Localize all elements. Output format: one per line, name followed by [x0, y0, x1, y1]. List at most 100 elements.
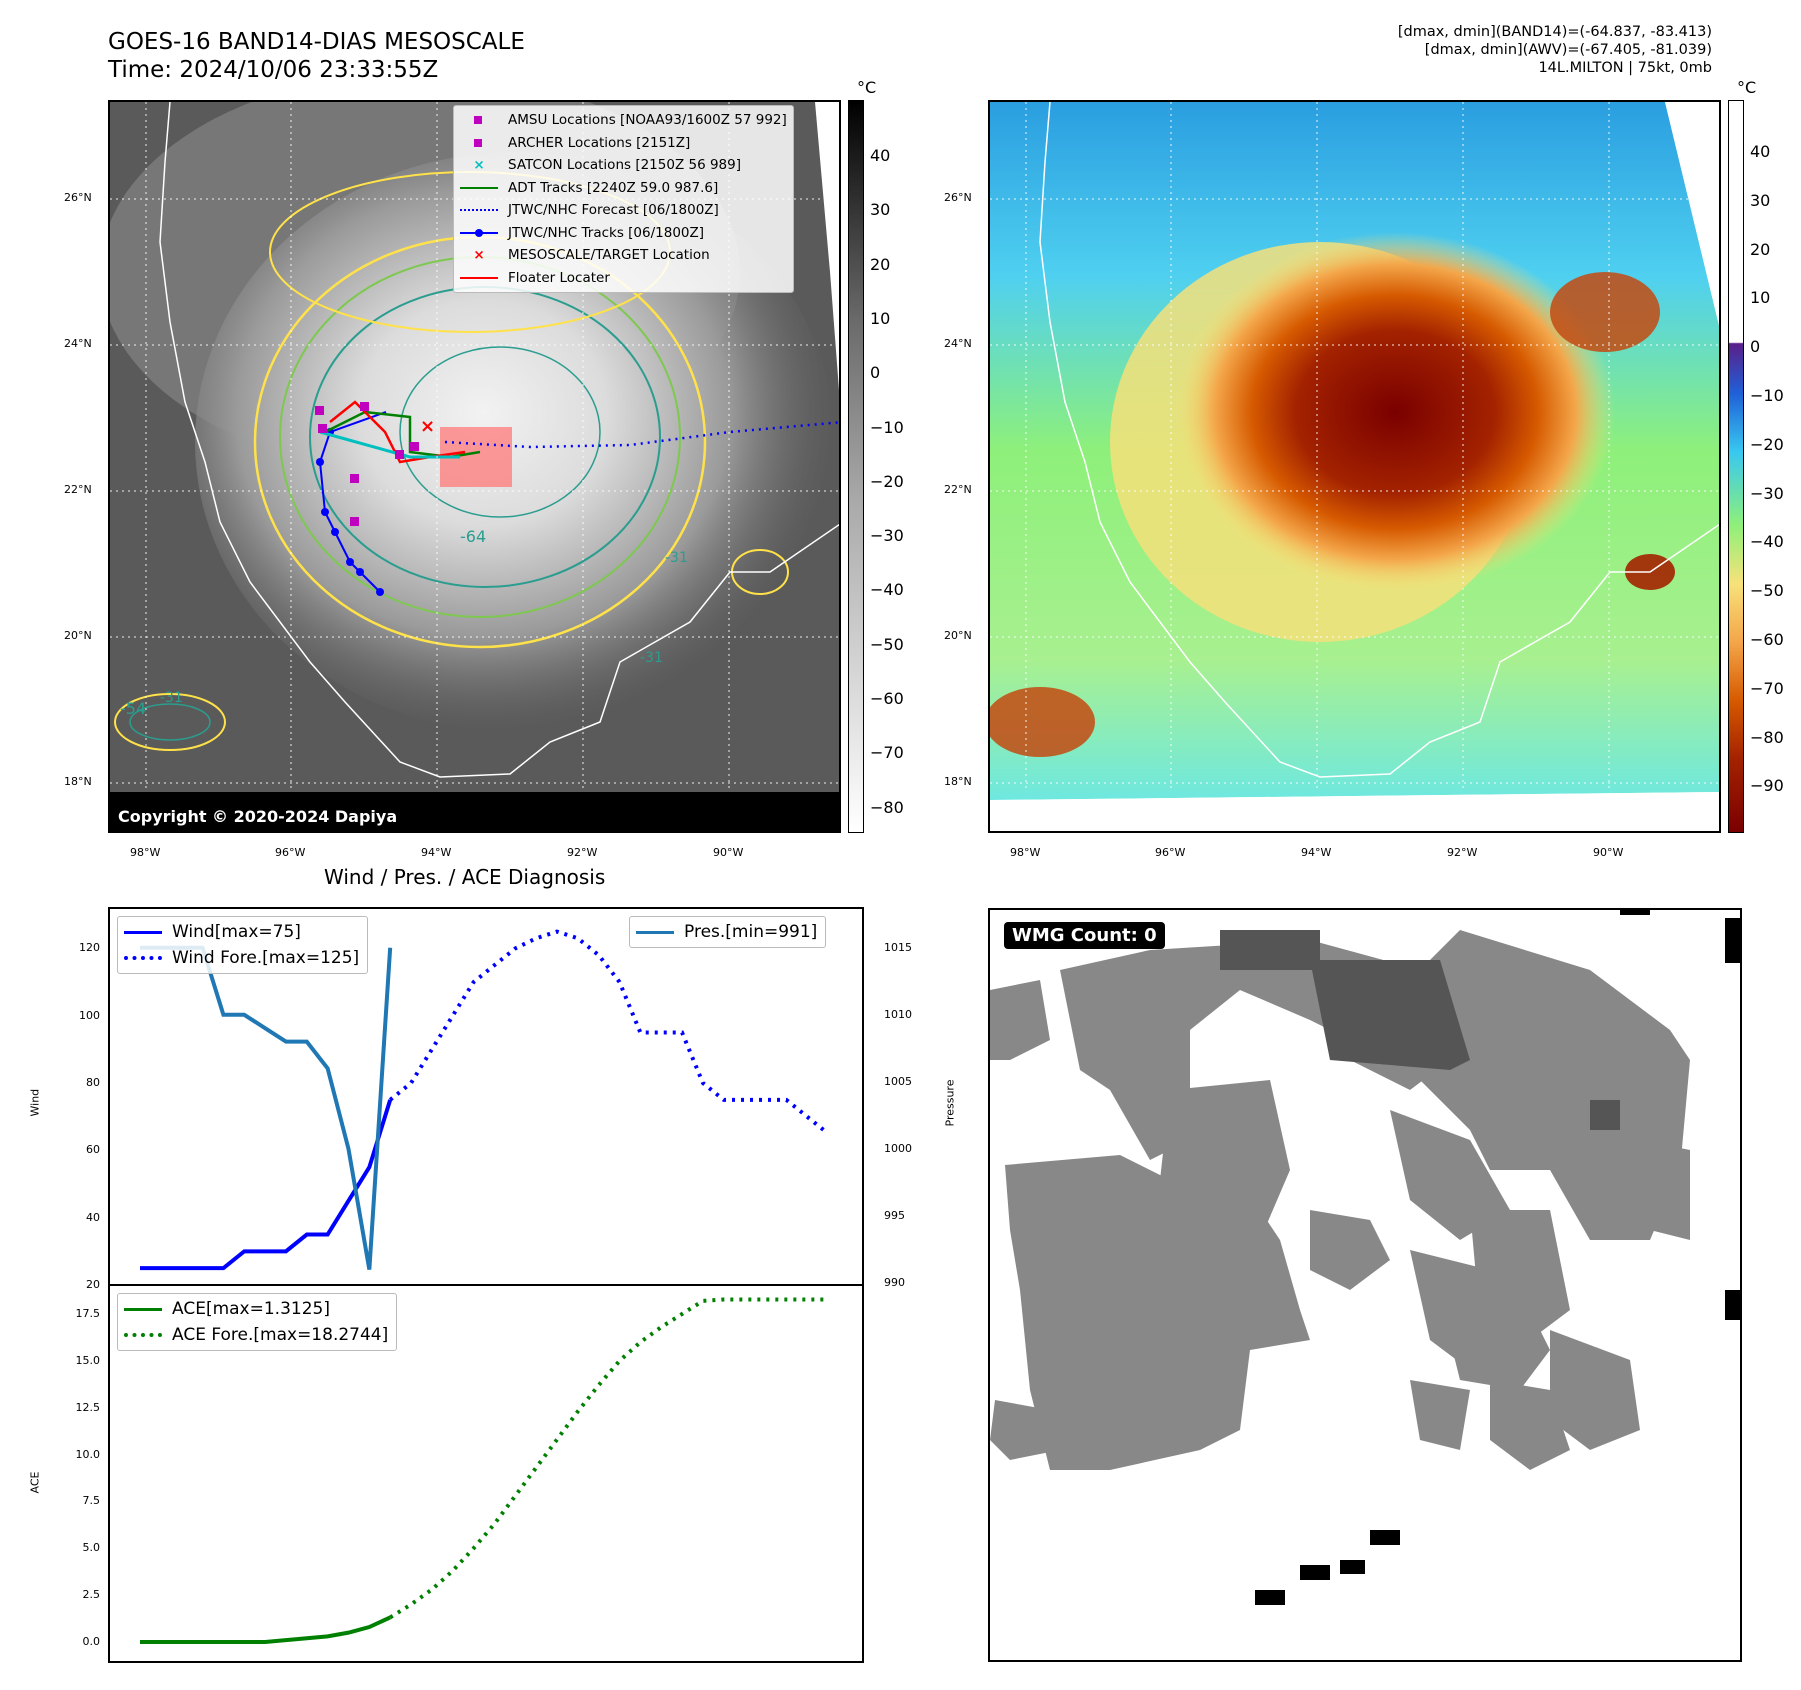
contour-label: -31: [640, 650, 663, 666]
colorbar-tick-label: 0: [870, 363, 881, 383]
wind-tick-label: 40: [86, 1210, 100, 1224]
colorbar-tick-label: 10: [870, 308, 891, 328]
pressure-tick-label: 1010: [884, 1007, 912, 1021]
wind-line: [140, 1099, 393, 1271]
ace-legend: ACE[max=1.3125] ACE Fore.[max=18.2744]: [117, 1293, 398, 1351]
info-line-2: [dmax, dmin](AWV)=(-67.405, -81.039): [1424, 42, 1712, 58]
colorbar-tick-label: 20: [1750, 239, 1771, 259]
colorbar-tick-label: −50: [1750, 581, 1784, 601]
legend-item: Floater Locater: [454, 267, 787, 290]
ace-axis-label: ACE: [28, 1471, 42, 1494]
wmg-count-badge: WMG Count: 0: [1004, 922, 1165, 949]
colorbar-tick-label: −70: [870, 743, 904, 763]
lat-label: 22°N: [64, 483, 92, 496]
pressure-tick-label: 1005: [884, 1074, 912, 1088]
lat-label: 24°N: [64, 337, 92, 350]
wind-legend: Wind[max=75] Wind Fore.[max=125]: [117, 916, 369, 974]
wmg-image: [990, 910, 1740, 1605]
colorbar-tick-label: −80: [870, 797, 904, 817]
map-legend: AMSU Locations [NOAA93/1600Z 57 992] ARC…: [453, 105, 794, 293]
lon-label: 92°W: [1447, 846, 1478, 859]
colorbar-tick-label: −30: [870, 526, 904, 546]
colorbar-tick-label: −70: [1750, 678, 1784, 698]
colorbar-tick-label: 10: [1750, 288, 1771, 308]
wind-tick-label: 120: [79, 941, 100, 955]
colorbar-tick-label: 30: [870, 200, 891, 220]
legend-item: Wind[max=75]: [118, 919, 359, 945]
legend-item: JTWC/NHC Tracks [06/1800Z]: [454, 222, 787, 245]
wind-tick-label: 100: [79, 1008, 100, 1022]
diagnosis-title: Wind / Pres. / ACE Diagnosis: [324, 865, 606, 889]
wind-tick-label: 80: [86, 1076, 100, 1090]
ace-line: [140, 1615, 392, 1644]
colorbar-tick-label: −20: [870, 471, 904, 491]
title-line-1: GOES-16 BAND14-DIAS MESOSCALE: [108, 29, 525, 55]
colorbar-tick-label: −50: [870, 634, 904, 654]
pressure-legend: Pres.[min=991]: [629, 916, 827, 948]
lon-label: 98°W: [1010, 846, 1041, 859]
colorbar-tick-label: −40: [870, 580, 904, 600]
contour-label: -31: [665, 550, 688, 566]
colorbar-tick-label: −30: [1750, 483, 1784, 503]
wmg-panel: WMG Count: 0: [988, 908, 1742, 1662]
lat-label: 22°N: [944, 483, 972, 496]
lat-label: 18°N: [944, 775, 972, 788]
pressure-tick-label: 1000: [884, 1141, 912, 1155]
lat-label: 26°N: [64, 191, 92, 204]
colorbar-tick-label: 0: [1750, 337, 1761, 357]
colorbar-tick-label: 20: [870, 254, 891, 274]
legend-item: AMSU Locations [NOAA93/1600Z 57 992]: [454, 109, 787, 132]
contour-label: -54: [120, 699, 146, 718]
pressure-tick-label: 1015: [884, 940, 912, 954]
info-line-3: 14L.MILTON | 75kt, 0mb: [1538, 60, 1712, 76]
awv-map-image: [990, 102, 1719, 831]
title-line-2: Time: 2024/10/06 23:33:55Z: [108, 57, 439, 83]
lat-label: 24°N: [944, 337, 972, 350]
legend-item: ACE Fore.[max=18.2744]: [118, 1322, 388, 1348]
lon-label: 90°W: [713, 846, 744, 859]
contour-label: -64: [460, 527, 486, 546]
lon-label: 94°W: [1301, 846, 1332, 859]
lon-label: 94°W: [421, 846, 452, 859]
colorbar-right: [1728, 100, 1744, 833]
colorbar-tick-label: −60: [1750, 630, 1784, 649]
ace-forecast-line: [389, 1297, 828, 1620]
chart-title: GOES-16 BAND14-DIAS MESOSCALE Time: 2024…: [108, 28, 525, 84]
colorbar-left: [848, 100, 864, 833]
lat-label: 20°N: [944, 629, 972, 642]
wind-tick-label: 60: [86, 1143, 100, 1157]
colorbar-tick-label: −60: [870, 689, 904, 708]
info-line-1: [dmax, dmin](BAND14)=(-64.837, -83.413): [1397, 24, 1712, 40]
wind-forecast-line: [388, 929, 830, 1136]
legend-item: ADT Tracks [2240Z 59.0 987.6]: [454, 177, 787, 200]
pressure-tick-label: 990: [884, 1276, 905, 1289]
pressure-axis-label: Pressure: [943, 1079, 957, 1127]
colorbar-unit: °C: [1737, 78, 1757, 97]
legend-item: JTWC/NHC Forecast [06/1800Z]: [454, 199, 787, 222]
ace-tick-label: 5.0: [82, 1541, 101, 1555]
legend-item: Wind Fore.[max=125]: [118, 945, 359, 971]
lon-label: 98°W: [130, 846, 161, 859]
lat-label: 20°N: [64, 629, 92, 642]
copyright-badge: Copyright © 2020-2024 Dapiya: [114, 806, 402, 827]
pressure-line: [140, 945, 393, 1270]
awv-map-panel: [988, 100, 1721, 833]
lon-label: 92°W: [567, 846, 598, 859]
colorbar-tick-label: −20: [1750, 434, 1784, 454]
legend-item: Pres.[min=991]: [630, 919, 817, 945]
legend-item: ARCHER Locations [2151Z]: [454, 132, 787, 155]
colorbar-tick-label: 30: [1750, 190, 1771, 210]
colorbar-unit: °C: [857, 78, 877, 97]
lon-label: 96°W: [1155, 846, 1186, 859]
lat-label: 26°N: [944, 191, 972, 204]
legend-item: × MESOSCALE/TARGET Location: [473, 247, 710, 264]
ace-tick-label: 12.5: [75, 1400, 101, 1414]
lon-label: 96°W: [275, 846, 306, 859]
colorbar-tick-label: 40: [870, 146, 891, 165]
svg-text:×: ×: [420, 416, 435, 437]
wind-axis-label: Wind: [28, 1088, 42, 1117]
ace-tick-label: 15.0: [75, 1353, 101, 1367]
legend-item: × SATCON Locations [2150Z 56 989]: [473, 157, 741, 174]
contour-label: -31: [160, 690, 183, 706]
colorbar-tick-label: −10: [870, 417, 904, 437]
